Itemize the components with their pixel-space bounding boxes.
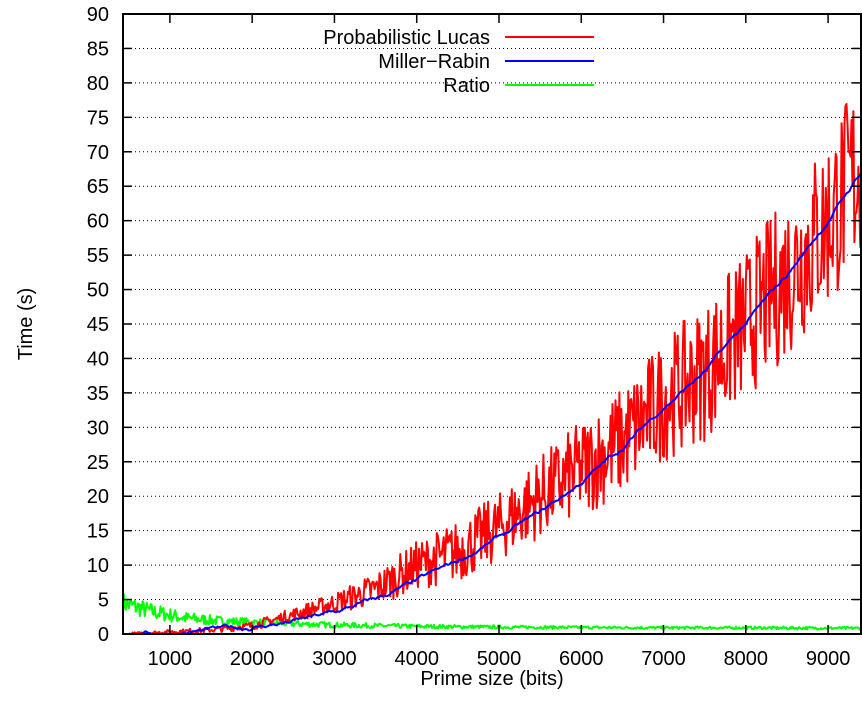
series-layer [122,103,862,635]
y-tick-label: 20 [87,486,109,508]
y-tick-label: 30 [87,417,109,439]
y-tick-label: 65 [87,176,109,198]
grid-lines [123,47,861,601]
axis-ticks [123,13,861,635]
x-tick-label: 3000 [312,648,357,670]
series-line-0 [128,103,862,635]
y-axis-label: Time (s) [15,288,37,361]
y-tick-label: 35 [87,383,109,405]
y-tick-label: 5 [98,590,109,612]
series-line-1 [128,172,862,635]
x-tick-label: 5000 [477,648,522,670]
y-tick-label: 80 [87,73,109,95]
y-tick-label: 40 [87,348,109,370]
x-tick-label: 2000 [230,648,275,670]
x-tick-label: 7000 [641,648,686,670]
legend-label: Miller−Rabin [378,51,490,73]
x-tick-label: 8000 [724,648,769,670]
legend-label: Ratio [443,75,490,97]
y-tick-label: 70 [87,142,109,164]
y-tick-label: 10 [87,555,109,577]
y-tick-label: 85 [87,38,109,60]
y-tick-label: 25 [87,452,109,474]
x-tick-label: 6000 [559,648,604,670]
legend-label: Probabilistic Lucas [323,27,490,49]
y-tick-label: 75 [87,107,109,129]
x-tick-label: 1000 [148,648,193,670]
y-tick-label: 55 [87,245,109,267]
y-tick-label: 15 [87,521,109,543]
x-axis-label: Prime size (bits) [420,668,563,690]
y-tick-label: 90 [87,4,109,26]
tick-labels: 0 5 10 15 20 25 30 35 40 45 50 55 60 65 70 75 80 85 90 1000… [87,4,851,670]
x-tick-label: 9000 [806,648,851,670]
x-tick-label: 4000 [394,648,439,670]
series-line-2 [122,593,862,631]
y-tick-label: 60 [87,211,109,233]
y-tick-label: 45 [87,314,109,336]
y-tick-label: 50 [87,280,109,302]
y-tick-label: 0 [98,624,109,646]
